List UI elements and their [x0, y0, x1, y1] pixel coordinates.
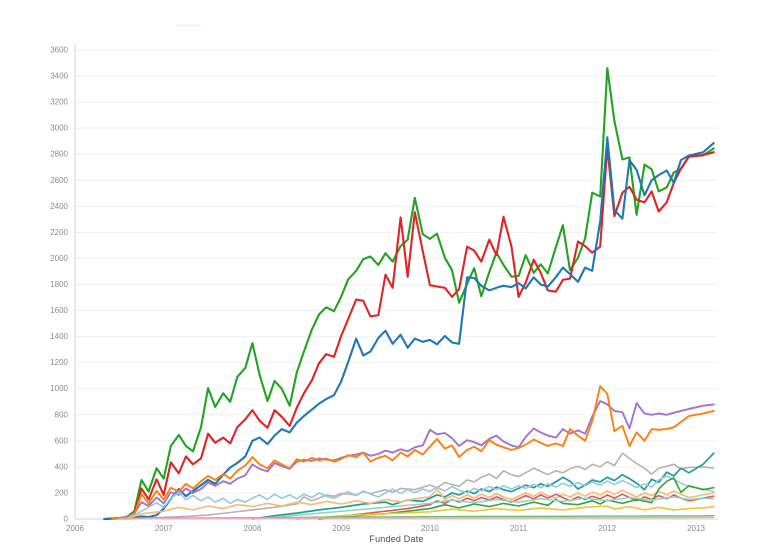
y-tick-label: 1400	[50, 332, 68, 341]
x-axis-title: Funded Date	[369, 534, 424, 544]
y-tick-label: 3600	[50, 46, 68, 55]
series-pink-line[interactable]	[118, 516, 715, 520]
toolbar-remnant-artifact	[176, 24, 201, 27]
y-tick-label: 2400	[50, 202, 68, 211]
series-lightorange-line[interactable]	[125, 488, 715, 520]
series-blue-line[interactable]	[103, 136, 715, 521]
series-red-line[interactable]	[103, 146, 715, 521]
y-tick-label: 800	[55, 410, 69, 419]
y-tick-label: 1200	[50, 358, 68, 367]
series-yellow-line[interactable]	[295, 505, 715, 520]
y-tick-label: 400	[55, 462, 69, 471]
y-tick-label: 3000	[50, 124, 68, 133]
x-tick-label: 2009	[332, 524, 350, 533]
series-lightteal-line[interactable]	[251, 496, 715, 520]
y-tick-label: 2200	[50, 228, 68, 237]
y-tick-label: 1000	[50, 384, 68, 393]
x-tick-label: 2011	[510, 524, 528, 533]
y-tick-label: 600	[55, 436, 69, 445]
series-gray-line[interactable]	[125, 452, 715, 520]
series-salmon-line[interactable]	[295, 493, 715, 520]
x-tick-label: 2007	[155, 524, 173, 533]
y-tick-label: 2800	[50, 150, 68, 159]
x-tick-label: 2012	[598, 524, 616, 533]
y-tick-label: 3400	[50, 72, 68, 81]
x-tick-label: 2010	[421, 524, 439, 533]
x-tick-label: 2013	[687, 524, 705, 533]
y-tick-label: 2600	[50, 176, 68, 185]
x-tick-label: 2006	[66, 524, 84, 533]
y-tick-label: 2000	[50, 254, 68, 263]
series-purple-line[interactable]	[111, 400, 715, 520]
x-tick-label: 2008	[244, 524, 262, 533]
series-orange-line[interactable]	[111, 385, 715, 520]
y-tick-label: 200	[55, 488, 69, 497]
y-tick-label: 3200	[50, 98, 68, 107]
y-tick-label: 0	[64, 515, 69, 524]
y-tick-label: 1600	[50, 306, 68, 315]
series-lightblue-line[interactable]	[125, 475, 715, 520]
y-tick-label: 1800	[50, 280, 68, 289]
